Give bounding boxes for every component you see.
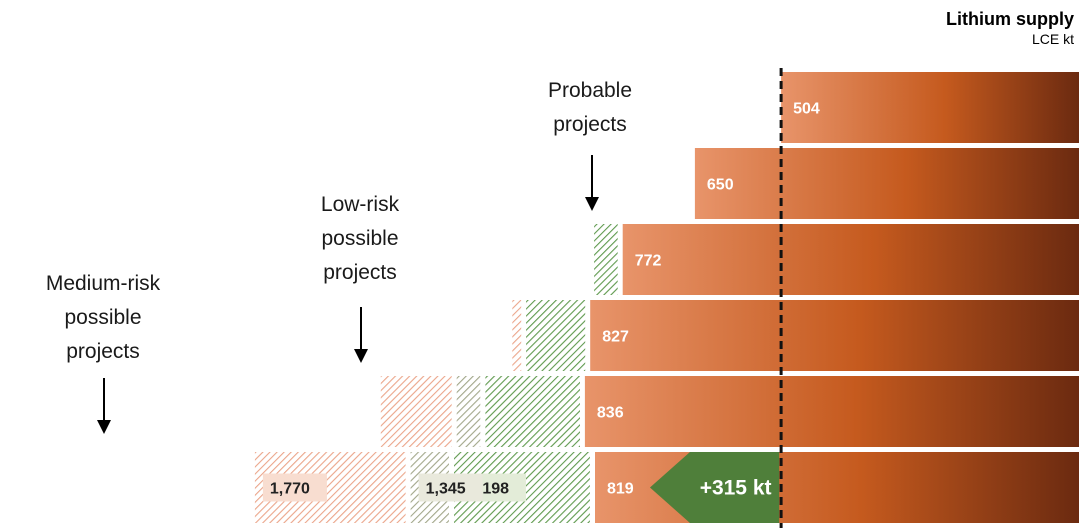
label-bg-low-risk-row-6 bbox=[418, 473, 483, 502]
arrow-medium-risk bbox=[97, 378, 111, 434]
value-label-base-row-6: 819 bbox=[607, 481, 634, 498]
bars-layer bbox=[254, 72, 1079, 523]
bar-probable-row-4 bbox=[526, 300, 586, 371]
delta-arrow: +315 kt bbox=[649, 452, 780, 523]
bar-base-row-4 bbox=[590, 300, 1079, 371]
bar-base-row-2 bbox=[694, 148, 1079, 219]
chart-title: Lithium supply bbox=[946, 9, 1074, 29]
value-label-base-row-5: 836 bbox=[597, 405, 624, 422]
bar-probable-row-3 bbox=[594, 224, 618, 295]
bar-base-row-3 bbox=[622, 224, 1079, 295]
bar-base-row-5 bbox=[584, 376, 1079, 447]
value-label-base-row-1: 504 bbox=[793, 101, 820, 118]
bar-low-risk-row-5 bbox=[456, 376, 481, 447]
bar-base-row-1 bbox=[781, 72, 1079, 143]
annotation-medium-risk-line3: projects bbox=[66, 340, 140, 363]
arrow-low-risk bbox=[354, 307, 368, 363]
value-label-base-row-2: 650 bbox=[707, 177, 734, 194]
annotation-medium-risk-line1: Medium-risk bbox=[46, 272, 161, 295]
bar-medium-risk-row-5 bbox=[380, 376, 452, 447]
value-label-medium-risk-row-6: 1,770 bbox=[270, 481, 310, 498]
annotation-probable-line1: Probable bbox=[548, 79, 632, 102]
arrow-probable bbox=[585, 155, 599, 211]
delta-label: +315 kt bbox=[700, 477, 772, 500]
annotation-medium-risk-line2: possible bbox=[64, 306, 141, 329]
chart-unit: LCE kt bbox=[1032, 31, 1074, 47]
value-label-low-risk-row-6: 1,345 bbox=[426, 481, 466, 498]
annotation-low-risk-line2: possible bbox=[321, 227, 398, 250]
annotation-low-risk-line1: Low-risk bbox=[321, 193, 400, 216]
label-bg-medium-risk-row-6 bbox=[262, 473, 327, 502]
delta-arrow-shape bbox=[649, 452, 780, 523]
value-label-base-row-4: 827 bbox=[602, 329, 629, 346]
annotation-low-risk-line3: projects bbox=[323, 261, 397, 284]
value-label-base-row-3: 772 bbox=[635, 253, 662, 270]
annotation-probable-line2: projects bbox=[553, 113, 627, 136]
bar-medium-risk-row-4 bbox=[512, 300, 522, 371]
bar-probable-row-5 bbox=[485, 376, 580, 447]
